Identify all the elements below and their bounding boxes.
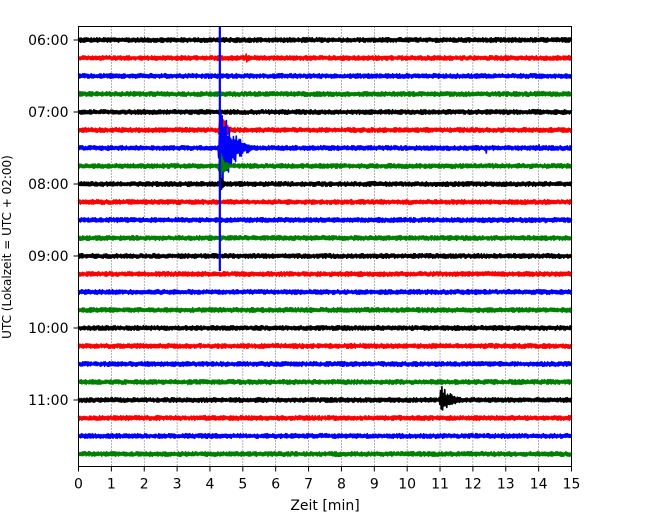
x-tick-label: 7 bbox=[304, 477, 313, 493]
x-tick-label: 3 bbox=[173, 477, 182, 493]
trace-line bbox=[77, 175, 573, 191]
trace-line bbox=[77, 270, 573, 278]
grid-lines bbox=[111, 26, 539, 467]
trace-line bbox=[77, 288, 573, 296]
y-tick-label: 06:00 bbox=[28, 33, 68, 49]
trace-line bbox=[77, 53, 573, 63]
trace-line bbox=[77, 198, 573, 206]
x-tick-label: 0 bbox=[74, 477, 83, 493]
y-tick-label: 10:00 bbox=[28, 321, 68, 337]
trace-line bbox=[77, 216, 573, 224]
x-tick-label: 13 bbox=[497, 477, 515, 493]
y-tick-label: 11:00 bbox=[28, 393, 68, 409]
x-tick-label: 1 bbox=[107, 477, 116, 493]
plot-area-frame bbox=[78, 26, 572, 467]
trace-line bbox=[77, 108, 573, 116]
trace-line bbox=[77, 110, 573, 196]
trace-line bbox=[77, 90, 573, 98]
trace-line bbox=[77, 324, 573, 332]
trace-line bbox=[77, 252, 573, 260]
trace-line bbox=[77, 111, 573, 144]
trace-line bbox=[77, 360, 573, 368]
trace-line bbox=[77, 36, 573, 44]
y-tick-label: 08:00 bbox=[28, 177, 68, 193]
traces-group bbox=[77, 36, 573, 458]
x-tick-label: 6 bbox=[271, 477, 280, 493]
trace-line bbox=[77, 342, 573, 350]
x-tick-label: 14 bbox=[530, 477, 548, 493]
x-tick-label: 8 bbox=[337, 477, 346, 493]
x-tick-label: 12 bbox=[464, 477, 482, 493]
x-axis-label: Zeit [min] bbox=[290, 498, 359, 514]
trace-line bbox=[77, 450, 573, 458]
x-tick-label: 10 bbox=[398, 477, 416, 493]
y-axis-label: UTC (Lokalzeit = UTC + 02:00) bbox=[0, 155, 14, 339]
x-tick-label: 5 bbox=[238, 477, 247, 493]
trace-line bbox=[77, 234, 573, 242]
x-tick-label: 2 bbox=[140, 477, 149, 493]
x-tick-label: 4 bbox=[206, 477, 215, 493]
x-tick-label: 11 bbox=[431, 477, 449, 493]
trace-line bbox=[77, 152, 573, 180]
trace-line bbox=[77, 432, 573, 440]
y-axis: 06:00 07:00 08:00 09:00 10:00 11:00 bbox=[28, 33, 79, 409]
x-tick-label: 9 bbox=[370, 477, 379, 493]
x-axis: 0 1 2 3 4 5 6 7 8 9 10 11 12 13 14 15 bbox=[74, 466, 581, 493]
trace-line bbox=[77, 378, 573, 386]
trace-line bbox=[77, 306, 573, 314]
y-tick-label: 07:00 bbox=[28, 105, 68, 121]
trace-line bbox=[77, 72, 573, 80]
trace-line bbox=[77, 385, 573, 411]
trace-line bbox=[77, 414, 573, 422]
x-tick-label: 15 bbox=[563, 477, 581, 493]
y-tick-label: 09:00 bbox=[28, 249, 68, 265]
